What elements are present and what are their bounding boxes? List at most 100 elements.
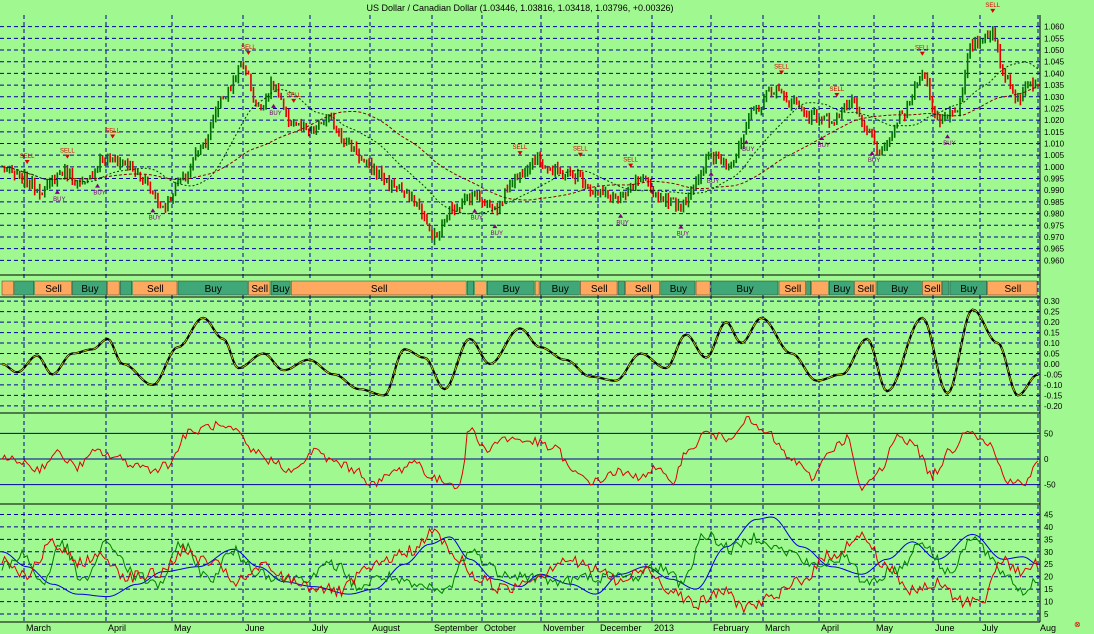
sell-arrow-icon: [291, 98, 297, 103]
sell-segment: [290, 280, 467, 296]
buy-arrow-icon: [869, 151, 875, 156]
sell-segment: [248, 280, 271, 296]
buy-segment: [949, 280, 987, 296]
buy-arrow-icon: [95, 183, 101, 188]
buy-arrow-icon: [708, 171, 714, 176]
sell-segment: [107, 280, 120, 296]
dmi-tick-label: 30: [1044, 548, 1053, 557]
osc-tick-label: 0.00: [1044, 360, 1060, 369]
sell-arrow-icon: [834, 93, 840, 98]
buy-arrow-icon: [472, 208, 478, 213]
sell-signal-label: SELL: [60, 149, 75, 155]
rsi-tick-label: 0: [1044, 455, 1049, 464]
osc-tick-label: -0.20: [1044, 402, 1063, 411]
buy-signal-label: BUY: [471, 216, 483, 222]
sell-signal-label: SELL: [829, 87, 844, 93]
price-tick-label: 1.035: [1044, 81, 1065, 90]
dmi-tick-label: 45: [1044, 510, 1053, 519]
buy-arrow-icon: [618, 213, 624, 218]
price-tick-label: 1.020: [1044, 116, 1065, 125]
sell-segment: [625, 280, 661, 296]
price-tick-label: 0.970: [1044, 233, 1065, 242]
sell-arrow-icon: [245, 50, 251, 55]
segment-label: Buy: [670, 284, 687, 295]
month-label: July: [312, 623, 329, 633]
month-axis: March April May June July August September Octo…: [26, 623, 1056, 633]
sell-segment: [778, 280, 806, 296]
buy-arrow-icon: [271, 103, 277, 108]
sell-signal-label: SELL: [513, 145, 528, 151]
sell-segment: [695, 280, 711, 296]
buy-signal-label: BUY: [269, 111, 281, 117]
segment-label: Buy: [736, 284, 753, 295]
month-label: May: [876, 623, 894, 633]
price-panel: SELL BUY SELL BUY SELL BUY SELL BUY SELL BUY BUY SE…: [1, 3, 1039, 246]
moving-average-short: [1, 61, 1039, 215]
segment-label: Buy: [272, 284, 289, 295]
segment-label: Sell: [857, 284, 874, 295]
sell-arrow-icon: [628, 163, 634, 168]
chart-title: US Dollar / Canadian Dollar (1.03446, 1.…: [367, 3, 674, 13]
sell-segment: [34, 280, 72, 296]
price-tick-label: 0.990: [1044, 186, 1065, 195]
buy-segment: [270, 280, 291, 296]
segment-label: Sell: [591, 284, 608, 295]
buy-arrow-icon: [150, 208, 156, 213]
buy-signal-label: BUY: [818, 143, 830, 149]
sell-signal-label: SELL: [286, 93, 301, 99]
signal-bar-panel: Sell Buy Sell Buy Sell Buy Sell Buy Buy Sell Sell B…: [1, 280, 1038, 296]
buy-segment: [617, 280, 625, 296]
moving-average-long: [1, 86, 1039, 201]
price-tick-label: 1.045: [1044, 58, 1065, 67]
rsi-line: [1, 415, 1039, 492]
sell-arrow-icon: [779, 70, 785, 75]
buy-segment: [72, 280, 107, 296]
segment-label: Sell: [147, 284, 164, 295]
segment-label: Sell: [924, 284, 941, 295]
month-label: March: [26, 623, 51, 633]
segment-label: Sell: [635, 284, 652, 295]
sell-arrow-icon: [64, 154, 70, 159]
buy-signal-label: BUY: [491, 231, 503, 237]
osc-tick-label: 0.30: [1044, 297, 1060, 306]
month-label: September: [434, 623, 478, 633]
month-label: November: [543, 623, 585, 633]
sell-arrow-icon: [24, 159, 30, 164]
buy-signal-label: BUY: [742, 147, 754, 153]
price-tick-label: 1.005: [1044, 151, 1065, 160]
osc-tick-label: -0.10: [1044, 381, 1063, 390]
sell-arrow-icon: [517, 151, 523, 156]
buy-segment: [829, 280, 854, 296]
buy-segment: [660, 280, 696, 296]
month-label: April: [821, 623, 839, 633]
sell-segment: [1, 280, 14, 296]
month-label: April: [108, 623, 126, 633]
month-label: October: [484, 623, 516, 633]
segment-label: Buy: [205, 284, 222, 295]
segment-label: Buy: [503, 284, 520, 295]
segment-label: Sell: [251, 284, 268, 295]
month-label: August: [372, 623, 401, 633]
buy-segment: [177, 280, 248, 296]
segment-label: Sell: [45, 284, 62, 295]
dmi-tick-label: 40: [1044, 523, 1053, 532]
sell-signal-label: SELL: [915, 46, 930, 52]
buy-segment: [942, 280, 950, 296]
month-label: March: [765, 623, 790, 633]
price-tick-label: 0.980: [1044, 210, 1065, 219]
segment-label: Sell: [784, 284, 801, 295]
buy-arrow-icon: [492, 224, 498, 229]
month-label: 2013: [654, 623, 674, 633]
sell-arrow-icon: [577, 152, 583, 157]
grid-lines: [0, 15, 1040, 622]
buy-segment: [876, 280, 922, 296]
dmi-tick-label: 20: [1044, 573, 1053, 582]
dmi-minus_di-line: [1, 527, 1039, 614]
buy-segment: [710, 280, 779, 296]
segment-label: Sell: [1005, 284, 1022, 295]
month-label: June: [245, 623, 265, 633]
rsi-panel: [1, 415, 1039, 492]
price-tick-label: 1.060: [1044, 23, 1065, 32]
buy-signal-label: BUY: [149, 215, 161, 221]
